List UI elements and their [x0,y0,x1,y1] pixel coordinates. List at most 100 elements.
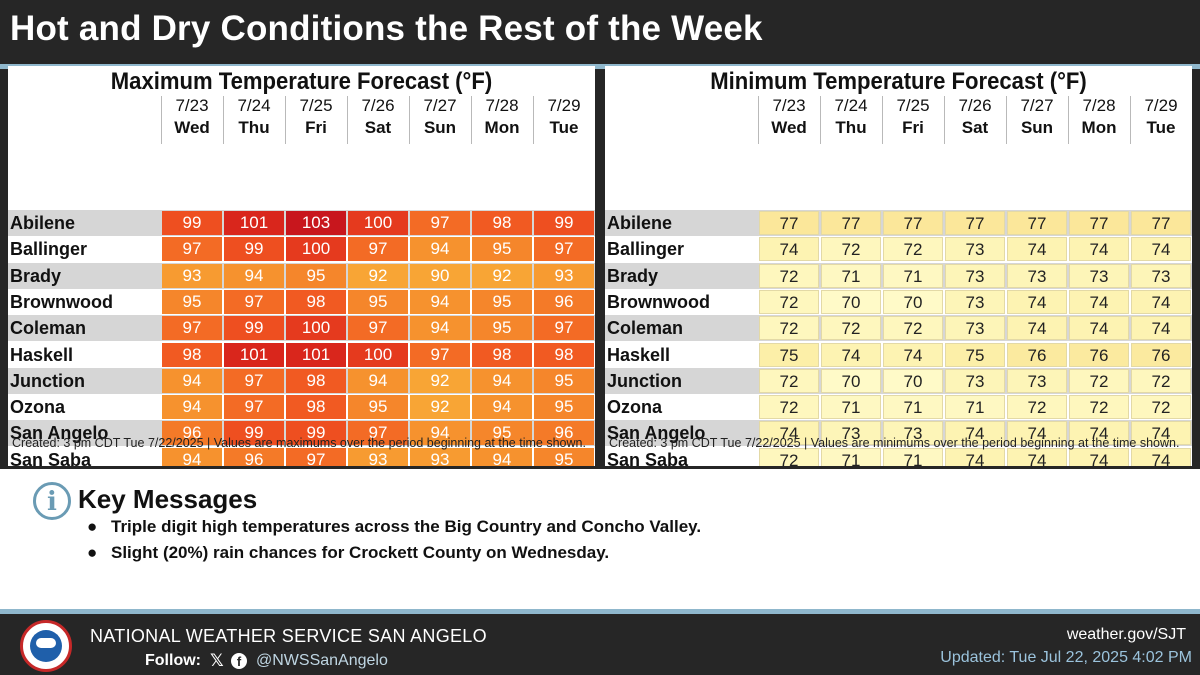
temp-cell: 96 [224,447,284,466]
city-name: San Angelo [10,423,109,444]
temp-cell: 103 [286,211,346,235]
temp-cell: 97 [348,237,408,262]
temp-cell: 72 [1007,395,1067,420]
column-day: Sun [1020,118,1054,137]
social-handle[interactable]: @NWSSanAngelo [256,652,388,669]
temp-cell: 97 [410,342,470,367]
temp-cell: 73 [945,368,1005,393]
temp-cell: 94 [472,447,532,466]
temp-cell: 77 [945,211,1005,235]
temp-cell: 97 [410,211,470,235]
max-temp-table: Maximum Temperature Forecast (°F) 7/23 We… [8,66,595,466]
city-name: San Saba [10,449,92,466]
table-row: Ballinger 74 72 72 73 74 74 74 [605,236,1192,262]
temp-cell: 70 [883,368,943,393]
column-date: 7/23 [772,96,806,115]
city-name: Brady [607,265,659,286]
column-date: 7/24 [834,96,868,115]
facebook-icon[interactable]: f [231,653,247,669]
temp-cell: 76 [1131,342,1191,367]
column-divider [758,96,759,144]
temp-cell: 74 [1069,421,1129,446]
temp-cell: 70 [821,289,881,314]
temp-cell: 73 [945,263,1005,288]
temp-cell: 98 [286,395,346,420]
temp-cell: 100 [348,211,408,235]
temp-cell: 99 [286,421,346,446]
temp-cell: 73 [945,289,1005,314]
max-table-title: Maximum Temperature Forecast (°F) [110,68,493,95]
temp-cell: 74 [759,237,819,262]
table-row: Coleman 72 72 72 73 74 74 74 [605,315,1192,342]
temp-cell: 97 [286,447,346,466]
city-name: Coleman [10,318,87,339]
city-name: Coleman [607,318,684,339]
temp-cell: 96 [534,289,594,314]
temp-cell: 74 [1069,316,1129,341]
table-row: Junction 72 70 70 73 73 72 72 [605,367,1192,394]
bullet-dot: ● [87,517,98,536]
column-day: Sun [423,118,457,137]
temp-cell: 97 [348,316,408,341]
temp-cell: 75 [759,342,819,367]
temp-cell: 74 [1007,237,1067,262]
temp-cell: 74 [821,342,881,367]
column-divider [1006,96,1007,144]
table-row: Brownwood 72 70 70 73 74 74 74 [605,289,1192,315]
temp-cell: 74 [1007,421,1067,446]
table-row: Junction 94 97 98 94 92 94 95 [8,367,595,394]
temp-cell: 100 [286,316,346,341]
temp-cell: 72 [759,316,819,341]
temp-cell: 97 [162,237,222,262]
temp-cell: 90 [410,263,470,288]
column-divider [409,96,410,144]
column-day: Wed [771,118,807,137]
column-divider [882,96,883,144]
table-row: Ozona 72 71 71 71 72 72 72 [605,394,1192,420]
temp-cell: 77 [1069,211,1129,235]
x-icon[interactable]: 𝕏 [210,651,224,670]
temp-cell: 77 [883,211,943,235]
temp-cell: 77 [821,211,881,235]
temp-cell: 95 [286,263,346,288]
temp-cell: 75 [945,342,1005,367]
temp-cell: 101 [224,211,284,235]
column-day: Tue [549,118,579,137]
header-accent-line [0,64,1200,69]
info-icon: i [33,482,71,520]
temp-cell: 93 [162,263,222,288]
column-date: 7/23 [175,96,209,115]
column-date: 7/26 [958,96,992,115]
city-name: Abilene [607,213,673,233]
column-divider [223,96,224,144]
column-divider [471,96,472,144]
column-day: Thu [835,118,867,137]
temp-cell: 94 [410,237,470,262]
column-divider [347,96,348,144]
temp-cell: 95 [534,395,594,420]
temp-cell: 101 [286,342,346,367]
table-row: Ozona 94 97 98 95 92 94 95 [8,394,595,420]
temp-cell: 72 [821,237,881,262]
city-name: Abilene [10,213,76,233]
temp-cell: 74 [1007,316,1067,341]
temp-cell: 92 [410,395,470,420]
temp-cell: 95 [534,368,594,393]
table-row: Brownwood 95 97 98 95 94 95 96 [8,289,595,315]
column-day: Thu [238,118,270,137]
temp-cell: 74 [1069,289,1129,314]
city-name: Brownwood [10,291,113,312]
temp-cell: 99 [534,211,594,235]
temp-cell: 71 [883,447,943,466]
temp-cell: 95 [348,395,408,420]
website-link[interactable]: weather.gov/SJT [1066,626,1186,643]
temp-cell: 71 [821,395,881,420]
nws-logo-emblem [30,630,62,662]
temp-cell: 96 [162,421,222,446]
table-row: Brady 72 71 71 73 73 73 73 [605,262,1192,289]
temp-cell: 74 [1007,447,1067,466]
city-name: San Angelo [607,423,706,444]
city-name: Ballinger [607,239,685,260]
temp-cell: 95 [472,421,532,446]
temp-cell: 77 [1007,211,1067,235]
